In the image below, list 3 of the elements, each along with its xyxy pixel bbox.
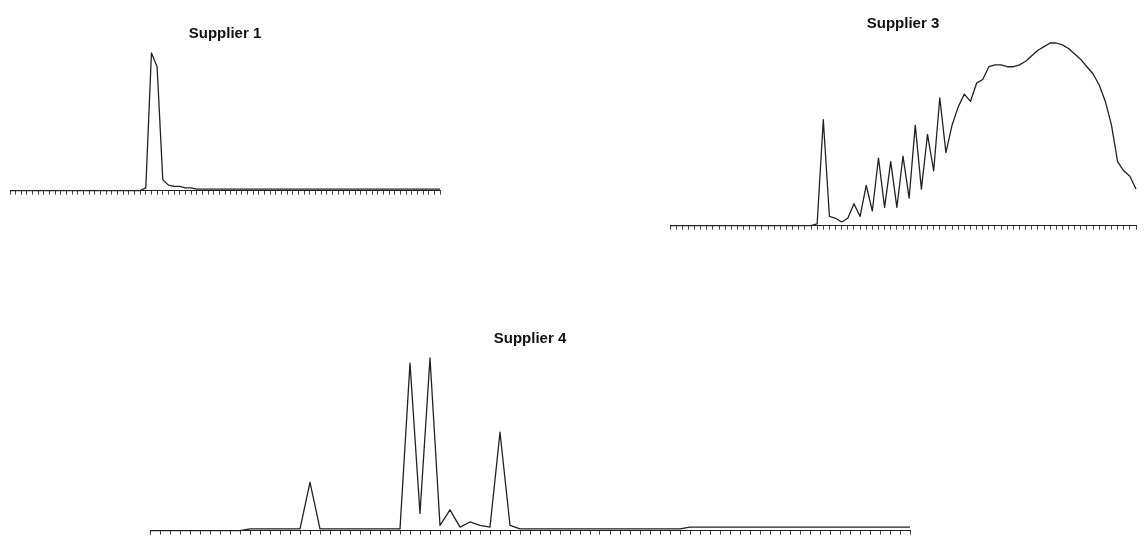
chart-title: Supplier 4 [493, 329, 567, 347]
chart-title: Supplier 1 [188, 24, 262, 42]
chart-title: Supplier 3 [866, 14, 940, 32]
